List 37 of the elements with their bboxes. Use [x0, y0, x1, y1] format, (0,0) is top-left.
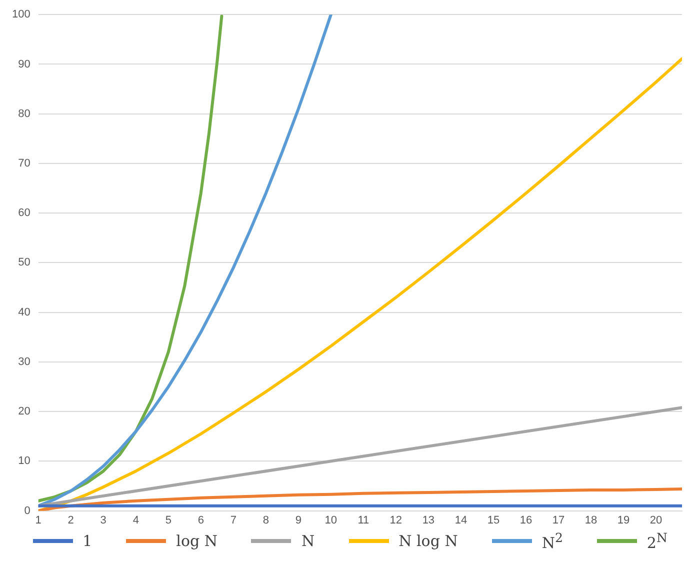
- legend-label: log N: [176, 532, 218, 550]
- legend-label: 1: [82, 532, 92, 550]
- x-tick-label: 20: [650, 514, 662, 526]
- legend-label: N$^{2}$: [542, 530, 563, 552]
- x-tick-label: 15: [487, 514, 500, 526]
- y-tick-label: 90: [18, 58, 30, 70]
- x-tick-label: 2: [68, 514, 74, 526]
- x-tick-label: 8: [262, 514, 269, 526]
- y-tick-label: 60: [18, 207, 30, 220]
- y-tick-label: 80: [18, 108, 30, 120]
- y-tick-label: 40: [18, 306, 30, 318]
- x-tick-label: 17: [552, 514, 565, 526]
- y-tick-label: 10: [18, 455, 30, 468]
- x-tick-label: 5: [165, 514, 172, 526]
- legend-label: 2$^{N}$: [646, 530, 668, 552]
- y-tick-label: 50: [18, 256, 30, 269]
- x-tick-label: 4: [132, 514, 139, 526]
- y-tick-label: 30: [18, 356, 30, 368]
- x-tick-label: 12: [390, 514, 402, 526]
- x-tick-label: 3: [100, 514, 106, 526]
- y-tick-label: 0: [24, 504, 30, 517]
- x-tick-label: 7: [230, 514, 236, 526]
- legend-label: N: [301, 532, 315, 550]
- x-tick-label: 9: [295, 514, 302, 526]
- y-tick-label: 70: [18, 157, 30, 170]
- x-tick-label: 16: [520, 514, 532, 526]
- x-tick-label: 6: [198, 514, 204, 526]
- x-tick-label: 14: [454, 514, 468, 526]
- x-tick-label: 13: [422, 514, 435, 526]
- legend-label: N log N: [398, 532, 458, 550]
- x-tick-label: 1: [35, 514, 42, 526]
- x-tick-label: 10: [324, 514, 338, 526]
- x-tick-label: 11: [358, 514, 370, 526]
- y-tick-label: 20: [18, 406, 30, 418]
- y-tick-label: 100: [12, 8, 30, 21]
- x-tick-label: 18: [584, 514, 598, 526]
- x-tick-label: 19: [617, 514, 630, 526]
